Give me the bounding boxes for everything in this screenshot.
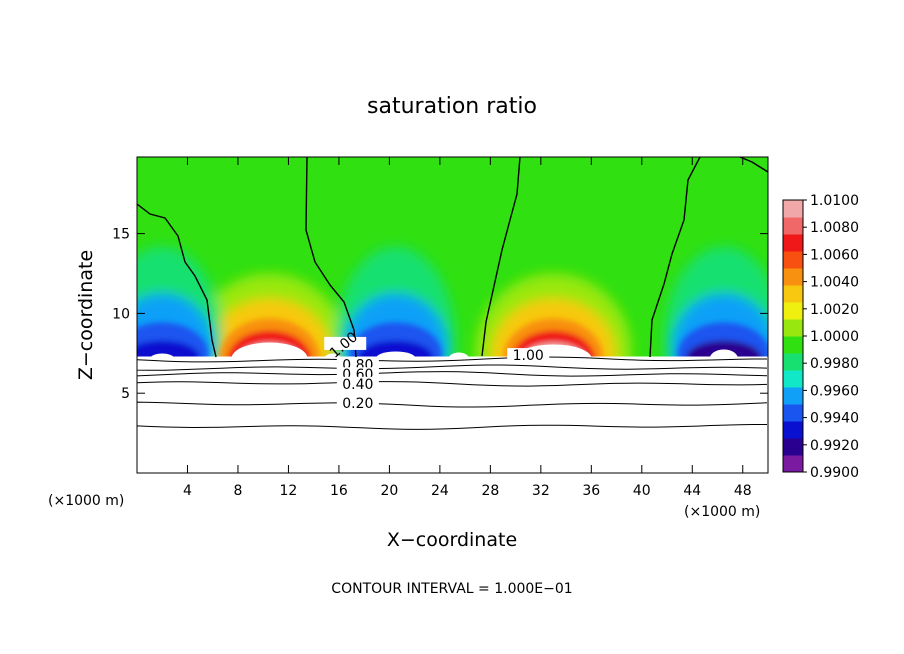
y-axis: 5 10 15 — [112, 227, 768, 402]
colorbar-label: 0.9900 — [810, 465, 859, 481]
colorbar-swatch — [783, 200, 803, 218]
x-tick-label: 40 — [633, 483, 651, 499]
y-tick-label: 5 — [121, 386, 130, 402]
contour-line — [137, 401, 768, 408]
contour-label-bg — [336, 376, 379, 390]
contour-line — [137, 424, 767, 430]
cloud-free-bump — [709, 349, 738, 368]
contour-line — [137, 381, 768, 387]
colorbar-label: 1.0100 — [810, 193, 859, 209]
contour-interval-note: CONTOUR INTERVAL = 1.000E−01 — [331, 581, 572, 597]
colorbar-label: 1.0040 — [810, 275, 859, 291]
colorbar-swatch — [783, 336, 803, 354]
y-axis-label: Z−coordinate — [75, 250, 97, 380]
contour-line — [137, 356, 767, 363]
contour-label-bg — [336, 395, 379, 409]
colorbar-label: 1.0080 — [810, 220, 859, 236]
cloud-free-bump — [231, 342, 308, 375]
contour-line — [649, 157, 701, 358]
colorbar-swatch — [783, 421, 803, 439]
x-tick-label: 32 — [532, 483, 550, 499]
colorbar-swatch — [783, 387, 803, 405]
colorbar-label: 1.0020 — [810, 302, 859, 318]
plot-area: 1.00 1.000.800.600.400.20 — [137, 157, 768, 473]
colorbar-swatch — [783, 455, 803, 473]
colorbar-swatch — [783, 268, 803, 286]
colorbar-label: 0.9940 — [810, 411, 859, 427]
colorbar-swatch — [783, 438, 803, 456]
cloud-free-bump — [448, 352, 469, 365]
contour-line — [739, 157, 768, 173]
colorbar-label: 1.0060 — [810, 247, 859, 263]
contour-label: 0.20 — [342, 396, 373, 412]
contour-label: 1.00 — [513, 348, 544, 364]
colorbar: 1.0100 1.0080 1.0060 1.0040 1.0020 1.0000 0.99… — [782, 193, 859, 481]
x-axis: 4 8 12 16 20 24 28 32 36 40 44 48 — [183, 157, 752, 499]
cloud-free-bump — [375, 351, 416, 366]
x-tick-label: 8 — [233, 483, 242, 499]
colorbar-label: 1.0000 — [810, 329, 859, 345]
colorbar-swatch — [783, 370, 803, 388]
contour-line — [305, 157, 357, 358]
x-tick-label: 12 — [280, 483, 298, 499]
x-tick-label: 16 — [330, 483, 348, 499]
colorbar-swatch — [783, 353, 803, 371]
contour-line — [481, 157, 521, 357]
contour-label-bg — [324, 336, 367, 350]
colorbar-swatch — [783, 319, 803, 337]
colorbar-label: 0.9960 — [810, 383, 859, 399]
contour-line — [137, 203, 217, 358]
colorbar-swatch — [783, 217, 803, 235]
colorbar-swatch — [783, 404, 803, 422]
x-unit-left: (×1000 m) — [48, 493, 124, 509]
cloud-free-bump — [150, 353, 175, 364]
colorbar-swatch — [783, 251, 803, 269]
y-tick-label: 10 — [112, 306, 130, 322]
chart-title: saturation ratio — [367, 94, 537, 119]
x-axis-label: X−coordinate — [387, 529, 517, 551]
x-tick-label: 28 — [481, 483, 499, 499]
x-tick-label: 44 — [683, 483, 701, 499]
contour-line — [137, 364, 768, 371]
contour-line — [137, 371, 768, 377]
x-tick-label: 36 — [582, 483, 600, 499]
x-tick-label: 4 — [183, 483, 192, 499]
colorbar-swatch — [783, 234, 803, 252]
y-tick-label: 15 — [112, 227, 130, 243]
contour-label-bg — [507, 348, 550, 362]
plot-frame — [136, 156, 769, 474]
colorbar-label: 0.9980 — [810, 356, 859, 372]
x-unit-right: (×1000 m) — [684, 504, 760, 520]
contour-label: 0.40 — [342, 377, 373, 393]
x-tick-label: 48 — [734, 483, 752, 499]
colorbar-swatch — [783, 285, 803, 303]
colorbar-label: 0.9920 — [810, 438, 859, 454]
x-tick-label: 24 — [431, 483, 449, 499]
unsaturated-layer — [137, 356, 768, 473]
x-tick-label: 20 — [380, 483, 398, 499]
cloud-free-bump — [324, 353, 341, 364]
colorbar-swatch — [783, 302, 803, 320]
